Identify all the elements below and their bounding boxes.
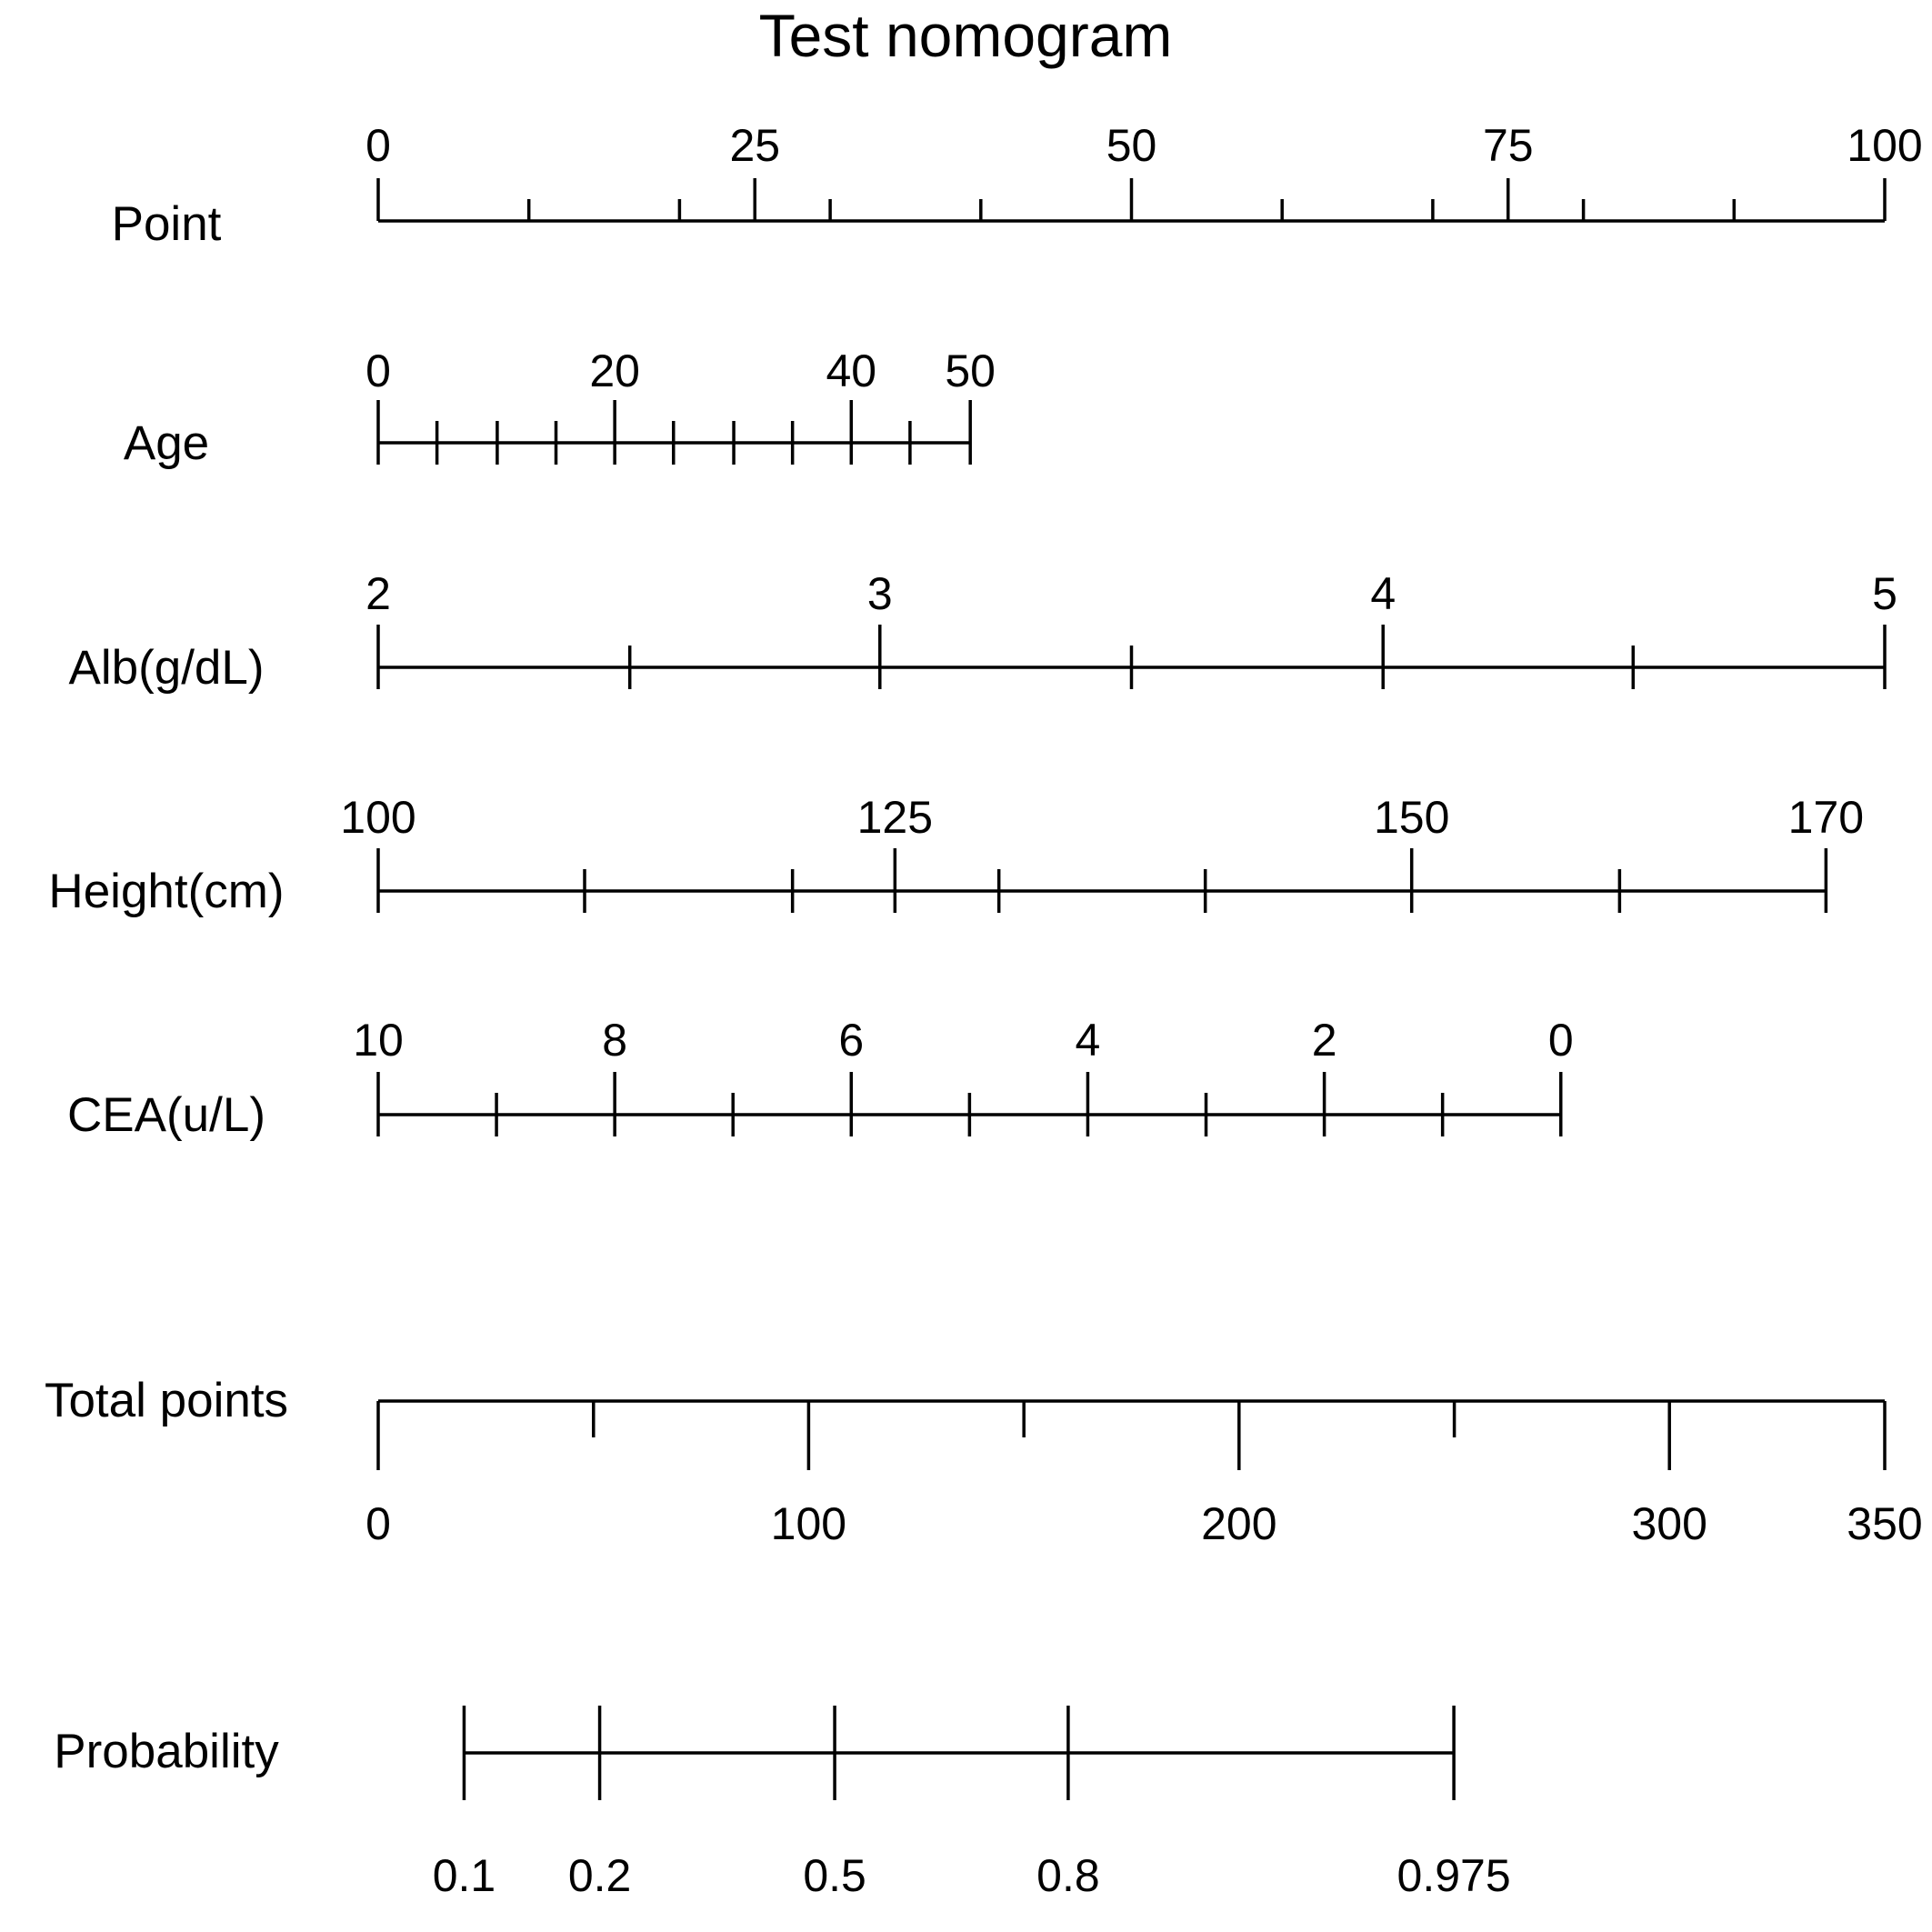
tick-label: 40 [826, 345, 876, 396]
tick-label: 100 [340, 792, 415, 843]
scale-height-cm: Height(cm) 100 125 150 170 [48, 792, 1864, 918]
scale-label: Height(cm) [48, 865, 284, 918]
scale-total-points: Total points 0 100 200 300 350 [45, 1374, 1923, 1549]
scale-alb-g-dl: Alb(g/dL) 2 3 4 5 [68, 568, 1897, 695]
tick-label: 125 [857, 792, 933, 843]
tick-label: 0.975 [1397, 1850, 1511, 1901]
tick-label: 5 [1872, 568, 1897, 619]
tick-label: 0.5 [803, 1850, 866, 1901]
scale-label: CEA(u/L) [67, 1088, 265, 1142]
tick-label: 20 [589, 345, 640, 396]
tick-label: 4 [1370, 568, 1396, 619]
tick-label: 8 [602, 1015, 627, 1066]
tick-label: 300 [1631, 1498, 1707, 1549]
scale-label: Total points [45, 1374, 288, 1427]
scale-cea-u-l: CEA(u/L) 10 8 6 4 2 0 [67, 1015, 1574, 1142]
tick-label: 0.2 [568, 1850, 632, 1901]
scale-probability: Probability 0.1 0.2 0.5 0.8 0.975 [54, 1706, 1511, 1901]
tick-label: 0 [365, 120, 391, 171]
tick-label: 100 [771, 1498, 846, 1549]
scale-age: Age 0 20 40 50 [124, 345, 996, 470]
tick-label: 75 [1483, 120, 1534, 171]
tick-label: 0.1 [433, 1850, 496, 1901]
tick-label: 50 [1106, 120, 1157, 171]
tick-label: 0 [365, 1498, 391, 1549]
scale-point: Point 0 25 50 75 100 [112, 120, 1923, 251]
tick-label: 3 [867, 568, 893, 619]
tick-label: 4 [1076, 1015, 1101, 1066]
scale-label: Alb(g/dL) [68, 641, 264, 695]
tick-label: 200 [1201, 1498, 1276, 1549]
scale-label: Point [112, 197, 222, 251]
tick-label: 0.8 [1036, 1850, 1100, 1901]
tick-label: 6 [838, 1015, 864, 1066]
scale-label: Probability [54, 1725, 279, 1778]
tick-label: 2 [1312, 1015, 1337, 1066]
tick-label: 0 [1548, 1015, 1574, 1066]
tick-label: 170 [1788, 792, 1864, 843]
tick-label: 50 [945, 345, 996, 396]
tick-label: 100 [1847, 120, 1922, 171]
tick-label: 10 [353, 1015, 404, 1066]
tick-label: 0 [365, 345, 391, 396]
tick-label: 150 [1374, 792, 1449, 843]
tick-label: 2 [365, 568, 391, 619]
tick-label: 25 [729, 120, 780, 171]
scale-label: Age [124, 416, 209, 470]
chart-title: Test nomogram [759, 2, 1173, 69]
tick-label: 350 [1847, 1498, 1922, 1549]
